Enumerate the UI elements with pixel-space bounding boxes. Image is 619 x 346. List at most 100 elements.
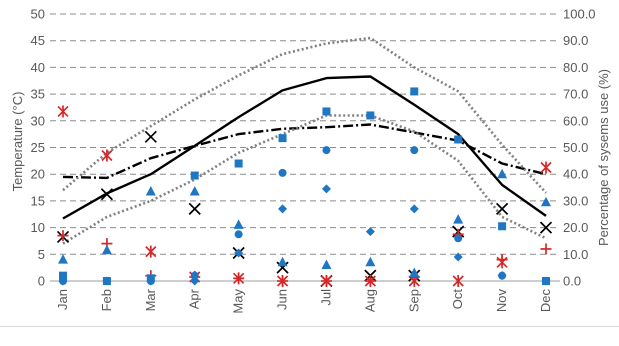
y-left-tick-label: 50 [31, 7, 45, 22]
bottom-divider [0, 326, 619, 327]
x-tick-label: Feb [99, 289, 114, 311]
grid-layer [50, 13, 560, 282]
marker-triangle [101, 244, 112, 255]
marker-diamond [146, 276, 156, 286]
marker-x [188, 202, 201, 216]
marker-square [454, 135, 463, 144]
marker-plus [540, 243, 552, 255]
x-tick-label: Dec [538, 289, 553, 313]
y-left-tick-label: 10 [31, 220, 45, 235]
y-right-tick-label: 0.0 [563, 274, 581, 289]
marker-circle [366, 111, 375, 120]
marker-square [410, 87, 419, 96]
x-tick-label: Oct [450, 289, 465, 310]
marker-triangle [541, 196, 551, 207]
x-tick-label: Aug [362, 289, 377, 312]
marker-diamond [190, 276, 200, 286]
x-tick-label: May [231, 289, 246, 314]
y-right-tick-label: 90.0 [563, 33, 588, 48]
marker-square [234, 159, 243, 168]
marker-triangle [277, 256, 288, 267]
marker-asterisk [145, 245, 157, 258]
marker-circle [454, 234, 463, 243]
marker-diamond [365, 227, 375, 237]
marker-diamond [321, 184, 331, 194]
y-right-tick-label: 40.0 [563, 167, 588, 182]
marker-x-stroke [188, 202, 201, 216]
x-tick-label: Sep [406, 289, 421, 312]
marker-triangle [233, 219, 244, 229]
marker-x [100, 188, 114, 201]
y-right-tick-label: 60.0 [563, 113, 588, 128]
marker-layer [56, 87, 553, 288]
x-tick-label: Mar [143, 288, 158, 311]
y-right-tick-label: 10.0 [563, 247, 588, 262]
marker-diamond [278, 204, 288, 214]
marker-x-stroke [539, 221, 553, 234]
marker-asterisk [452, 275, 464, 287]
x-tick-label: Jun [275, 289, 290, 310]
marker-plus [320, 275, 332, 287]
y-right-axis-title: Percentage of sysems use (%) [596, 69, 611, 246]
x-tick-label: Jan [55, 289, 70, 310]
y-right-tick-label: 20.0 [563, 220, 588, 235]
y-left-tick-label: 35 [31, 87, 45, 102]
marker-square [59, 271, 67, 280]
series-line-dotted [62, 114, 547, 245]
y-left-tick-label: 25 [31, 140, 45, 155]
marker-plus [496, 254, 508, 266]
marker-diamond [234, 248, 244, 258]
x-tick-label: Apr [187, 288, 202, 309]
y-left-axis-title: Temperature (°C) [10, 92, 25, 192]
marker-x-stroke [495, 202, 509, 216]
marker-circle [190, 271, 199, 280]
marker-diamond [102, 276, 112, 286]
marker-triangle [365, 256, 376, 267]
marker-triangle [497, 168, 508, 179]
marker-plus [364, 275, 376, 287]
marker-circle [278, 168, 287, 177]
marker-x [539, 221, 553, 234]
marker-plus [277, 275, 289, 287]
marker-square [322, 107, 331, 116]
marker-plus [233, 272, 245, 284]
series-layer [62, 36, 547, 245]
marker-square [190, 171, 199, 180]
y-left-tick-label: 45 [31, 33, 45, 48]
y-right-tick-label: 100.0 [563, 7, 596, 22]
marker-triangle [189, 186, 200, 196]
x-tick-label: Jul [318, 289, 333, 306]
marker-asterisk [101, 149, 113, 162]
y-left-tick-label: 5 [38, 247, 45, 262]
marker-circle [234, 230, 243, 239]
marker-plus [57, 230, 69, 242]
marker-triangle [453, 214, 464, 224]
marker-circle [322, 146, 331, 155]
marker-square [278, 134, 287, 143]
marker-x [495, 202, 509, 216]
marker-triangle [321, 259, 332, 269]
y-left-tick-label: 0 [38, 274, 45, 289]
label-layer: 0 0.0 5 10.0 10 20.0 15 30.0 20 40.0 25 50.0 30 60.0 3… [10, 7, 611, 314]
y-right-tick-label: 80.0 [563, 60, 588, 75]
marker-diamond [58, 276, 68, 286]
marker-diamond [497, 271, 507, 281]
y-left-tick-label: 30 [31, 113, 45, 128]
marker-triangle [145, 186, 156, 196]
y-left-tick-label: 15 [31, 193, 45, 208]
marker-asterisk [57, 105, 69, 118]
marker-asterisk [540, 161, 552, 174]
series-line-solid [62, 75, 547, 220]
x-tick-label: Nov [494, 289, 509, 313]
y-right-tick-label: 50.0 [563, 140, 588, 155]
marker-diamond [409, 204, 419, 214]
y-left-tick-label: 20 [31, 167, 45, 182]
marker-x-stroke [100, 188, 114, 201]
marker-circle [410, 146, 419, 155]
series-line-dotted [62, 36, 547, 194]
marker-square [498, 222, 507, 231]
marker-triangle [409, 267, 420, 277]
marker-diamond [541, 276, 551, 286]
